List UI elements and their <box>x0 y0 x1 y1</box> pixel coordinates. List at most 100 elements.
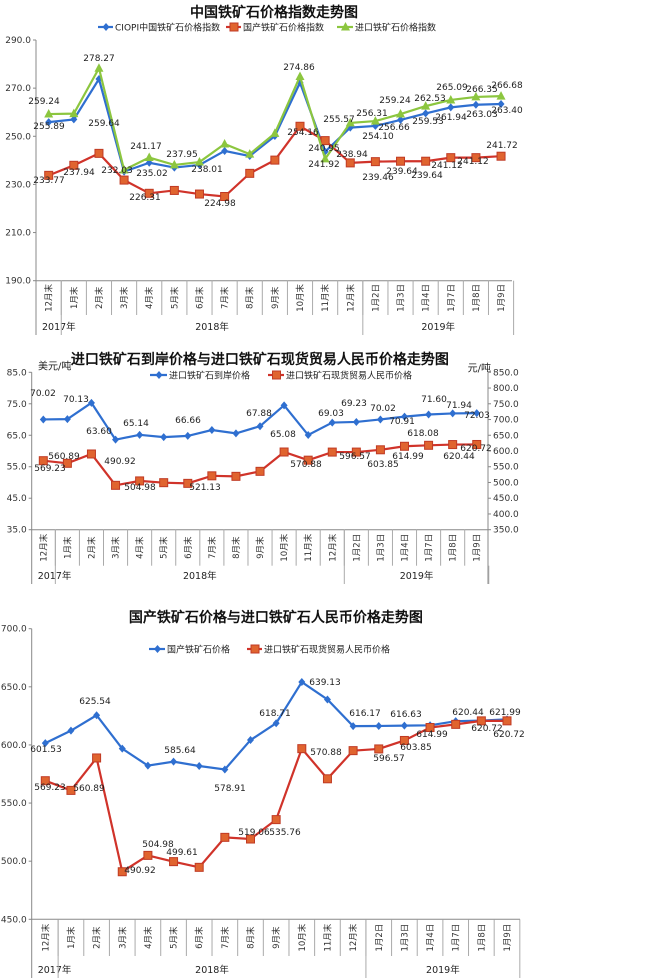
square-marker <box>135 476 145 486</box>
diamond-marker <box>304 431 312 440</box>
square-marker <box>400 441 409 451</box>
square-marker <box>320 136 330 146</box>
data-label: 278.27 <box>83 54 115 64</box>
x-category-label: 1月3日 <box>400 924 410 952</box>
diamond-marker <box>184 431 192 440</box>
square-marker <box>169 857 179 867</box>
triangle-marker <box>471 91 481 101</box>
data-label: 70.02 <box>370 404 396 414</box>
legend-label: CIOPI中国铁矿石价格指数 <box>115 22 220 34</box>
y-tick-label: 35.0 <box>7 526 27 536</box>
data-label: 625.54 <box>79 697 111 707</box>
square-marker <box>119 175 129 185</box>
data-label: 70.02 <box>30 389 56 399</box>
series-line <box>44 719 507 874</box>
y-tick-label: 270.0 <box>5 84 31 94</box>
data-label: 490.92 <box>124 866 156 876</box>
data-label: 274.86 <box>283 63 315 73</box>
square-marker <box>144 188 154 198</box>
diamond-marker <box>376 415 384 424</box>
square-marker <box>38 456 48 466</box>
data-label: 233.77 <box>33 176 65 186</box>
triangle-marker <box>370 116 380 125</box>
data-label: 614.99 <box>416 730 448 740</box>
data-label: 262.53 <box>414 94 446 104</box>
square-marker <box>245 168 255 178</box>
square-marker <box>448 440 458 450</box>
triangle-marker <box>245 149 255 158</box>
x-category-label: 8月末 <box>246 926 257 949</box>
square-marker <box>194 189 204 199</box>
x-category-label: 7月末 <box>220 286 231 309</box>
square-marker <box>502 716 512 726</box>
x-category-label: 5月末 <box>159 536 170 559</box>
y2-tick-label: 450.0 <box>493 494 519 504</box>
data-label: 70.13 <box>63 395 89 405</box>
data-label: 235.02 <box>136 169 168 179</box>
x-category-label: 1月2日 <box>371 284 381 312</box>
square-marker <box>472 439 482 449</box>
data-label: 232.03 <box>101 166 133 176</box>
y2-tick-label: 800.0 <box>493 384 519 394</box>
square-marker <box>297 744 307 754</box>
data-label: 569.23 <box>34 464 66 474</box>
x-category-label: 6月末 <box>194 286 205 309</box>
chart-title: 国产铁矿石价格与进口铁矿石人民币价格走势图 <box>129 609 423 626</box>
x-category-label: 4月末 <box>135 536 146 559</box>
data-label: 620.44 <box>443 452 475 462</box>
data-label: 238.94 <box>336 150 368 160</box>
legend-triangle-marker <box>341 22 350 31</box>
diamond-marker <box>375 721 383 730</box>
x-category-label: 5月末 <box>169 926 180 949</box>
x-category-label: 10月末 <box>295 283 306 311</box>
x-category-label: 6月末 <box>194 926 205 949</box>
square-marker <box>271 815 281 825</box>
data-label: 570.88 <box>310 748 342 758</box>
diamond-marker <box>352 417 360 426</box>
triangle-marker <box>295 71 305 80</box>
data-label: 263.40 <box>491 106 523 116</box>
legend-diamond-marker <box>102 23 110 31</box>
square-marker <box>194 862 204 872</box>
x-category-label: 8月末 <box>245 286 256 309</box>
diamond-marker <box>221 146 229 155</box>
square-marker <box>424 440 434 450</box>
square-marker <box>69 160 79 170</box>
triangle-marker <box>69 108 79 118</box>
year-label: 2017年 <box>42 321 76 333</box>
diamond-marker <box>160 433 168 442</box>
data-label: 237.95 <box>166 150 198 160</box>
series-2 <box>44 121 506 202</box>
diamond-marker <box>67 726 75 735</box>
square-marker <box>66 785 76 795</box>
triangle-marker <box>320 153 330 163</box>
square-marker <box>270 155 280 165</box>
x-category-label: 1月8日 <box>449 534 459 562</box>
data-label: 238.01 <box>191 165 223 175</box>
legend-label: 进口铁矿石现货贸易人民币价格 <box>286 370 412 382</box>
data-label: 224.98 <box>204 199 236 209</box>
diamond-marker <box>221 765 229 774</box>
data-label: 69.23 <box>341 399 367 409</box>
y2-tick-label: 750.0 <box>493 400 519 410</box>
triangle-marker <box>496 91 506 100</box>
diamond-marker <box>328 418 336 427</box>
diamond-marker <box>232 429 240 438</box>
series-2 <box>38 439 482 490</box>
square-marker <box>374 744 384 754</box>
y-tick-label: 55.0 <box>7 463 27 473</box>
year-label: 2018年 <box>183 570 217 582</box>
y-tick-label: 450.0 <box>1 915 27 925</box>
legend-item: CIOPI中国铁矿石价格指数 <box>98 22 220 34</box>
y2-tick-label: 500.0 <box>493 478 519 488</box>
data-label: 639.13 <box>309 678 341 688</box>
x-category-label: 12月末 <box>38 533 49 561</box>
data-label: 620.72 <box>493 730 525 740</box>
data-label: 616.63 <box>390 710 422 720</box>
data-label: 66.66 <box>175 416 201 426</box>
square-marker <box>220 192 230 202</box>
square-marker <box>451 719 461 729</box>
data-label: 585.64 <box>164 746 196 756</box>
y-tick-label: 290.0 <box>5 36 31 46</box>
